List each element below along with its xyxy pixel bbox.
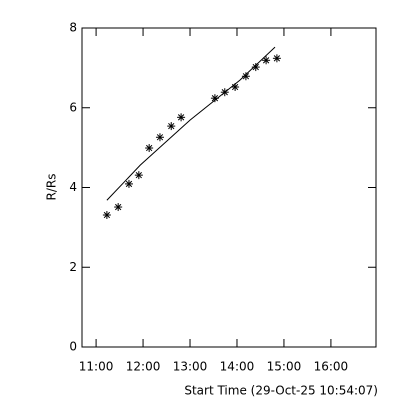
x-tick-label: 12:00 bbox=[126, 360, 161, 374]
x-axis-label: Start Time (29-Oct-25 10:54:07) bbox=[184, 384, 378, 398]
asterisk-point bbox=[241, 72, 250, 81]
asterisk-point bbox=[167, 122, 176, 131]
y-tick-label: 6 bbox=[69, 100, 77, 114]
y-tick-label: 0 bbox=[69, 340, 77, 354]
x-tick-label: 16:00 bbox=[314, 360, 349, 374]
y-tick-label: 2 bbox=[69, 260, 77, 274]
asterisk-point bbox=[134, 171, 143, 180]
asterisk-point bbox=[145, 144, 154, 153]
x-tick-label: 11:00 bbox=[79, 360, 114, 374]
asterisk-point bbox=[262, 56, 271, 65]
asterisk-point bbox=[155, 133, 164, 142]
x-tick-label: 15:00 bbox=[267, 360, 302, 374]
asterisk-point bbox=[272, 54, 281, 63]
plot-frame bbox=[81, 27, 377, 348]
asterisk-point bbox=[114, 203, 123, 212]
asterisk-point bbox=[124, 179, 133, 188]
x-tick-label: 14:00 bbox=[220, 360, 255, 374]
y-axis-label: R/Rs bbox=[45, 174, 59, 201]
y-tick-label: 4 bbox=[69, 180, 77, 194]
asterisk-point bbox=[102, 211, 111, 220]
x-tick-label: 13:00 bbox=[173, 360, 208, 374]
asterisk-point bbox=[251, 63, 260, 72]
asterisk-point bbox=[210, 94, 219, 103]
y-tick-label: 8 bbox=[69, 21, 77, 35]
fit-line bbox=[106, 46, 276, 201]
asterisk-point bbox=[177, 113, 186, 122]
